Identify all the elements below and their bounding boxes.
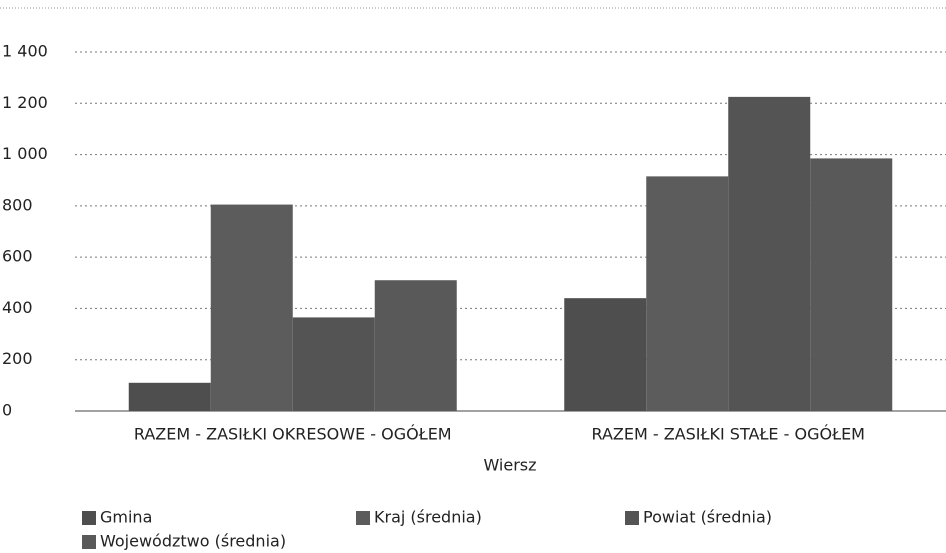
bar [728,96,811,411]
x-tick-label: RAZEM - ZASIŁKI STAŁE - OGÓŁEM [592,425,865,444]
y-tick-label: 0 [2,401,12,420]
bar [292,317,375,411]
y-tick-label: 1 400 [2,42,48,61]
x-tick-label: RAZEM - ZASIŁKI OKRESOWE - OGÓŁEM [134,425,452,444]
y-tick-label: 400 [2,298,33,317]
legend-swatch [82,511,96,525]
x-axis-label: Wiersz [483,456,536,475]
y-tick-label: 1 200 [2,93,48,112]
legend-label: Województwo (średnia) [100,532,286,551]
bar [810,158,893,411]
legend-label: Powiat (średnia) [643,508,772,527]
legend-swatch [356,511,370,525]
y-tick-label: 800 [2,195,33,214]
legend-label: Kraj (średnia) [374,508,482,527]
bar [374,280,457,411]
y-tick-label: 600 [2,247,33,266]
bar [210,204,293,411]
bar [646,176,729,411]
y-tick-label: 200 [2,349,33,368]
legend-swatch [625,511,639,525]
bar [128,382,211,411]
bar [564,298,647,411]
legend-label: Gmina [100,508,152,527]
y-tick-label: 1 000 [2,144,48,163]
legend-swatch [82,535,96,549]
